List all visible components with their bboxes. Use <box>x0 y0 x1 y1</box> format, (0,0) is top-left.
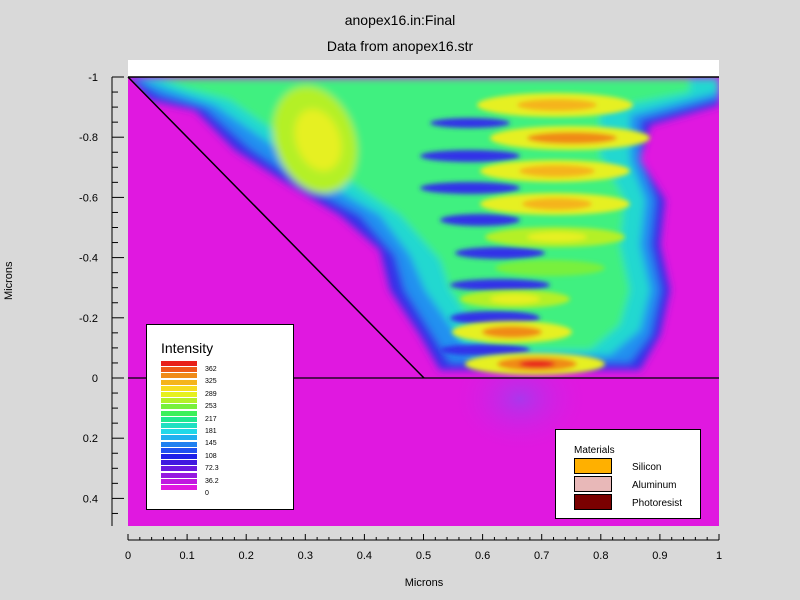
colorbar-swatch <box>161 423 197 428</box>
colorbar-label: 253 <box>205 403 217 411</box>
colorbar-swatch <box>161 373 197 379</box>
colorbar-label: 362 <box>205 366 217 373</box>
x-tick-label: 0.9 <box>652 550 667 562</box>
colorbar-swatch <box>161 435 197 441</box>
intensity-legend: Intensity 362 325 289 253 217 181 145 108 72.3 36… <box>146 324 294 510</box>
colorbar-swatch <box>161 454 197 459</box>
colorbar-swatch <box>161 404 197 410</box>
colorbar-label: 289 <box>205 390 217 398</box>
x-tick-label: 0.1 <box>179 550 194 562</box>
x-tick-label: 0.3 <box>298 550 313 562</box>
silicon-label: Silicon <box>632 462 662 473</box>
materials-legend-title: Materials <box>574 445 615 456</box>
colorbar-swatch <box>161 466 197 472</box>
y-tick-label: 0.2 <box>83 433 98 445</box>
colorbar-label: 217 <box>205 415 217 423</box>
y-tick-label: -0.4 <box>79 253 98 265</box>
x-tick-label: 0.7 <box>534 550 549 562</box>
colorbar-label: 72.3 <box>205 465 219 473</box>
y-tick-label: -0.8 <box>79 132 98 144</box>
colorbar-swatch <box>161 398 197 404</box>
x-tick-label: 0.5 <box>416 550 431 562</box>
colorbar-swatch <box>161 367 197 373</box>
colorbar-swatch <box>161 485 197 490</box>
intensity-legend-title: Intensity <box>161 340 214 356</box>
colorbar-label: 181 <box>205 428 217 435</box>
colorbar-swatch <box>161 472 197 478</box>
y-tick-label: -1 <box>88 72 98 84</box>
silicon-swatch <box>574 458 612 474</box>
fringe-hotspots <box>452 93 650 375</box>
photoresist-swatch <box>574 494 612 510</box>
top-clear-region <box>128 60 719 77</box>
photoresist-label: Photoresist <box>632 498 683 509</box>
y-tick-label: 0.4 <box>83 493 98 505</box>
colorbar-swatch <box>161 392 197 397</box>
colorbar-swatch <box>161 416 197 422</box>
colorbar-swatch <box>161 447 197 453</box>
x-axis-label: Microns <box>404 577 444 589</box>
chart-subtitle: Data from anopex16.str <box>326 38 474 54</box>
colorbar-swatch <box>161 361 197 366</box>
colorbar-swatch <box>161 441 197 447</box>
aluminum-swatch <box>574 476 612 492</box>
colorbar-label: 325 <box>205 378 217 386</box>
colorbar-swatch <box>161 385 197 391</box>
colorbar-swatch <box>161 410 197 416</box>
colorbar-swatch <box>161 460 197 466</box>
x-tick-label: 0 <box>125 550 131 562</box>
x-tick-label: 0.2 <box>239 550 254 562</box>
colorbar-swatch <box>161 379 197 385</box>
resist-sidewall-line <box>127 76 425 379</box>
colorbar-swatch <box>161 429 197 435</box>
colorbar-label: 145 <box>205 440 217 448</box>
materials-legend: Materials Silicon Aluminum Photoresist <box>555 429 701 519</box>
colorbar-label: 0 <box>205 490 209 497</box>
y-tick-label: -0.2 <box>79 313 98 325</box>
x-tick-label: 0.8 <box>593 550 608 562</box>
colorbar-label: 108 <box>205 452 217 460</box>
y-axis: -1 -0.8 -0.6 -0.4 -0.2 0 0.2 0.4 <box>79 72 124 526</box>
intensity-field <box>128 78 719 375</box>
x-tick-label: 1 <box>716 550 722 562</box>
colorbar-label: 36.2 <box>205 477 219 485</box>
y-tick-label: 0 <box>92 373 98 385</box>
aluminum-label: Aluminum <box>632 480 677 491</box>
x-tick-label: 0.6 <box>475 550 490 562</box>
colorbar-swatch <box>161 478 197 484</box>
x-tick-label: 0.4 <box>357 550 372 562</box>
x-axis: 0 0.1 0.2 0.3 0.4 0.5 0.6 0.7 0.8 0.9 1 <box>125 534 722 562</box>
chart-title: anopex16.in:Final <box>344 12 456 28</box>
y-tick-label: -0.6 <box>79 192 98 204</box>
